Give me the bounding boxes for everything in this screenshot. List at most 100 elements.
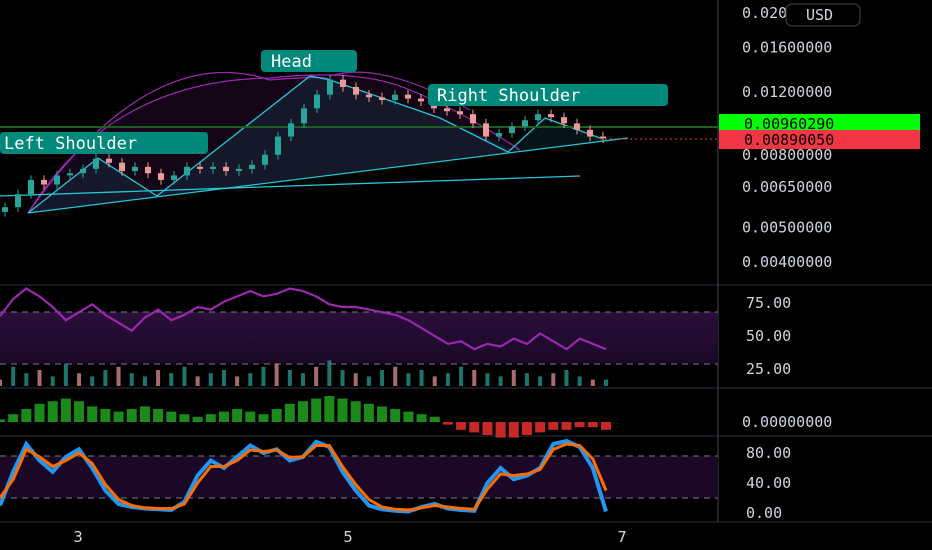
label-right-shoulder[interactable]: Right Shoulder: [428, 84, 668, 106]
volume-bar: [274, 363, 279, 386]
time-axis[interactable]: 3 5 7: [73, 528, 627, 546]
candle-body: [262, 154, 268, 165]
rsi-axis: 75.00 50.00 25.00: [746, 294, 791, 378]
volume-bar: [169, 373, 174, 386]
volume-bar: [142, 376, 147, 386]
volume-bar: [485, 373, 490, 386]
time-tick-label: 5: [343, 528, 353, 546]
price-tick-label: 0.00650000: [742, 178, 832, 196]
candle-body: [158, 173, 164, 180]
candle-body: [418, 98, 424, 102]
candle-body: [340, 79, 346, 87]
candle-body: [470, 114, 476, 124]
price-badge-red-text: 0.00890050: [744, 131, 834, 149]
neckline: [27, 137, 629, 214]
candle-body: [379, 97, 385, 100]
candle-body: [106, 158, 112, 163]
stoch-axis: 80.00 40.00 0.00: [746, 444, 791, 522]
macd-bar: [363, 403, 374, 422]
candle-body: [93, 158, 99, 169]
macd-histogram: [0, 396, 611, 438]
candle-body: [548, 114, 554, 118]
candlesticks: [2, 75, 606, 217]
stoch-tick-label: 40.00: [746, 474, 791, 492]
macd-bar: [166, 411, 177, 422]
candle-body: [405, 94, 411, 99]
candle-body: [67, 173, 73, 176]
candle-body: [2, 207, 8, 212]
price-badge-green-text: 0.00960290: [744, 115, 834, 133]
currency-selector[interactable]: USD: [785, 3, 861, 27]
macd-bar: [561, 422, 572, 430]
macd-bar: [205, 414, 216, 422]
volume-bar: [208, 373, 213, 386]
macd-bar: [298, 401, 308, 422]
volume-bar: [472, 370, 477, 386]
stoch-d-line[interactable]: [0, 442, 608, 512]
macd-bar: [429, 416, 440, 422]
candle-body: [509, 126, 515, 134]
candle-body: [249, 164, 255, 169]
time-tick-label: 7: [617, 528, 627, 546]
macd-bar: [403, 411, 414, 422]
rsi-band: [0, 312, 718, 364]
candle-body: [301, 108, 307, 124]
macd-bar: [482, 422, 493, 435]
candle-body: [600, 136, 606, 139]
macd-bar: [508, 422, 519, 438]
candle-body: [236, 168, 242, 172]
macd-bar: [87, 406, 98, 422]
volume-bar: [37, 370, 42, 386]
volume-bar: [156, 370, 161, 386]
macd-bar: [218, 411, 229, 422]
macd-bar: [469, 422, 480, 433]
volume-bar: [90, 376, 95, 386]
volume-bar: [287, 370, 292, 386]
support-line: [0, 175, 581, 197]
candle-body: [392, 94, 398, 100]
label-left-shoulder[interactable]: Left Shoulder: [0, 132, 208, 154]
volume-bar: [577, 376, 582, 386]
candle-body: [223, 166, 229, 172]
candle-body: [496, 133, 502, 137]
macd-bar: [574, 422, 585, 428]
macd-bar: [47, 401, 58, 422]
volume-bar: [590, 379, 595, 386]
volume-bar: [195, 376, 200, 386]
macd-bar: [601, 422, 611, 430]
volume-bar: [432, 376, 437, 386]
volume-bar: [353, 373, 358, 386]
head-and-shoulders-pattern[interactable]: [0, 71, 718, 214]
macd-bar: [153, 409, 164, 422]
right-shoulder-line: [507, 117, 601, 153]
candle-body: [574, 123, 580, 130]
volume-bar: [63, 363, 68, 386]
macd-bar: [258, 414, 269, 422]
candle-body: [366, 94, 372, 98]
macd-bar: [34, 403, 45, 422]
macd-bar: [232, 409, 243, 422]
macd-bar: [377, 406, 388, 422]
macd-bar: [126, 409, 137, 422]
volume-bar: [327, 360, 332, 386]
label-head[interactable]: Head: [261, 50, 357, 72]
price-tick-label: 0.01600000: [742, 39, 832, 57]
volume-bar: [459, 366, 464, 386]
volume-bar: [538, 376, 543, 386]
candle-body: [587, 129, 593, 137]
macd-tick-label: 0.00000000: [742, 413, 832, 431]
volume-bar: [419, 370, 424, 386]
candle-body: [327, 79, 333, 95]
volume-bar: [248, 373, 253, 386]
volume-bar: [182, 366, 187, 386]
macd-bar: [548, 422, 559, 430]
stoch-tick-label: 80.00: [746, 444, 791, 462]
rsi-line[interactable]: [0, 287, 607, 351]
label-right-shoulder-text: Right Shoulder: [437, 86, 580, 106]
candle-body: [119, 162, 125, 172]
macd-bar: [100, 409, 111, 422]
price-axis[interactable]: 0.02000000.016000000.012000000.008000000…: [742, 4, 832, 271]
candle-body: [41, 179, 47, 185]
candle-body: [561, 117, 567, 124]
